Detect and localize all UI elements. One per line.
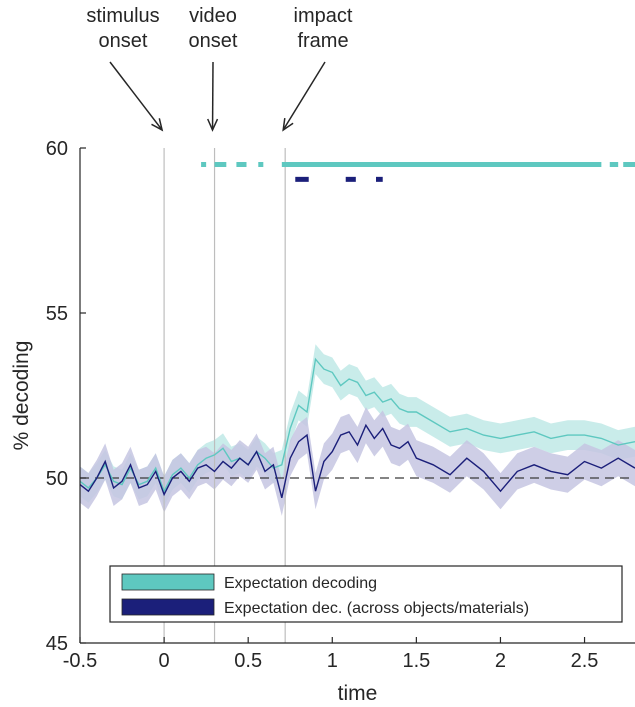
event-arrow-shaft-3 <box>282 61 326 131</box>
axes: -0.5 0 0.5 1 1.5 2 2.5 45 50 55 60 time % decoding <box>10 138 635 705</box>
legend-swatch-2 <box>121 598 215 616</box>
legend-label-1: Expectation decoding <box>224 575 377 592</box>
event-label-1-line-2: onset <box>99 30 148 52</box>
x-tick-label: -0.5 <box>63 650 97 672</box>
x-tick-label: 2 <box>495 650 506 672</box>
event-label-2-line-2: onset <box>189 30 238 52</box>
event-arrow-head-3 <box>282 118 294 132</box>
x-tick-label: 1 <box>327 650 338 672</box>
x-axis-label: time <box>338 682 378 705</box>
event-arrow-shaft-1 <box>109 61 163 131</box>
series-line-1 <box>79 357 635 493</box>
series-line-2 <box>79 423 635 498</box>
event-label-3-line-1: impact <box>294 5 353 27</box>
legend-swatch-1 <box>121 573 215 591</box>
legend: Expectation decoding Expectation dec. (ac… <box>109 565 623 623</box>
x-tick-label: 0.5 <box>234 650 262 672</box>
event-label-2-line-1: video <box>189 5 237 27</box>
event-arrow-head-2 <box>207 118 219 132</box>
event-label-3-line-2: frame <box>297 30 348 52</box>
legend-label-2: Expectation dec. (across objects/materia… <box>224 600 529 617</box>
event-arrow-head-1 <box>151 118 164 132</box>
x-tick-label: 0 <box>159 650 170 672</box>
y-tick-label: 60 <box>46 138 68 160</box>
confidence-band-2 <box>80 407 635 516</box>
y-tick-label: 55 <box>46 303 68 325</box>
event-label-1-line-1: stimulus <box>86 5 159 27</box>
event-lines <box>163 148 286 643</box>
x-tick-label: 2.5 <box>571 650 599 672</box>
y-tick-label: 50 <box>46 468 68 490</box>
event-annotations: stimulus onset video onset impact frame <box>86 5 353 132</box>
significance-bars <box>201 162 635 182</box>
y-tick-label: 45 <box>46 633 68 655</box>
x-tick-label: 1.5 <box>402 650 430 672</box>
y-axis-label: % decoding <box>10 341 33 451</box>
series-lines <box>79 357 635 498</box>
